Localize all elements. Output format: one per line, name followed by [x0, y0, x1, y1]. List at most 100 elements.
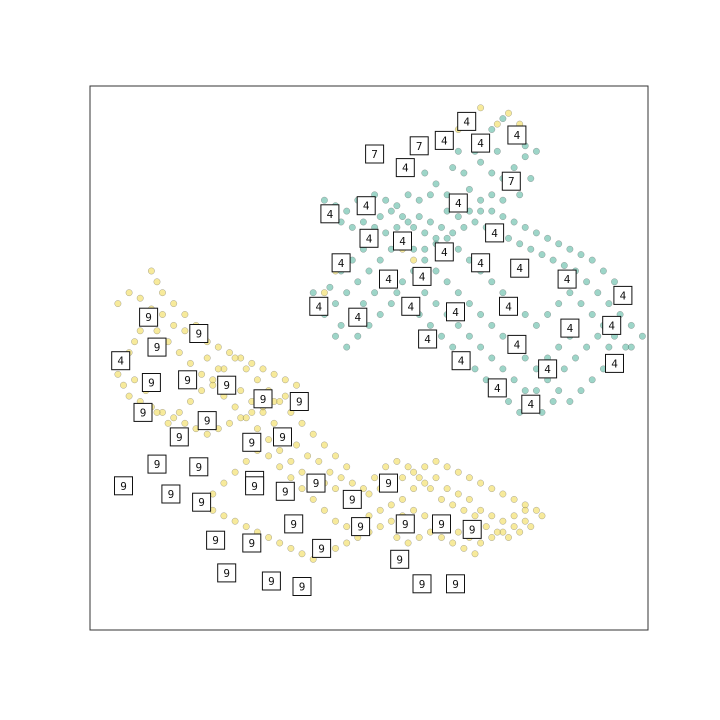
thumbnail-frame — [412, 574, 432, 594]
scatter-point — [638, 332, 646, 340]
scatter-point — [404, 191, 412, 199]
scatter-point — [477, 343, 485, 351]
digit-thumbnail: 4 — [507, 125, 527, 145]
thumbnail-digit: 4 — [354, 311, 361, 324]
scatter-point — [449, 343, 457, 351]
thumbnail-frame — [359, 228, 379, 248]
scatter-point — [499, 490, 507, 498]
scatter-point — [532, 321, 540, 329]
scatter-point — [410, 256, 418, 264]
plot-frame — [89, 85, 649, 631]
scatter-point — [465, 495, 473, 503]
scatter-point — [516, 528, 524, 536]
scatter-point — [505, 398, 512, 405]
scatter-point — [438, 223, 445, 231]
thumbnail-frame — [538, 359, 558, 379]
scatter-point — [231, 468, 239, 476]
digit-thumbnail: 9 — [147, 454, 167, 474]
scatter-point — [521, 153, 529, 161]
thumbnail-digit: 7 — [371, 148, 378, 161]
scatter-point — [404, 539, 412, 547]
digit-thumbnail: 4 — [471, 253, 491, 273]
scatter-point — [399, 495, 406, 503]
scatter-point — [248, 408, 256, 416]
thumbnail-digit: 9 — [279, 431, 286, 444]
thumbnail-digit: 4 — [477, 137, 484, 150]
scatter-point — [226, 349, 233, 357]
thumbnail-digit: 4 — [366, 232, 373, 245]
scatter-point — [521, 223, 529, 231]
scatter-point — [326, 283, 334, 291]
thumbnail-digit: 4 — [608, 319, 615, 332]
thumbnail-digit: 4 — [491, 227, 498, 240]
scatter-point — [170, 414, 178, 422]
scatter-point — [460, 544, 468, 552]
digit-thumbnail: 9 — [242, 432, 262, 452]
scatter-point — [253, 425, 261, 433]
scatter-point — [454, 213, 462, 221]
digit-thumbnail: 4 — [412, 266, 432, 286]
thumbnail-digit: 9 — [248, 436, 255, 449]
scatter-point — [304, 452, 312, 460]
scatter-point — [510, 164, 518, 172]
thumbnail-digit: 4 — [494, 382, 501, 395]
scatter-point — [259, 408, 267, 416]
digit-thumbnail: 9 — [261, 571, 281, 591]
scatter-point — [203, 354, 211, 362]
thumbnail-frame — [217, 375, 237, 395]
thumbnail-digit: 9 — [313, 477, 320, 490]
scatter-point — [220, 512, 228, 520]
digit-thumbnail: 4 — [448, 193, 468, 213]
thumbnail-digit: 9 — [469, 523, 476, 536]
digit-thumbnail: 9 — [289, 392, 309, 411]
scatter-point — [393, 223, 401, 231]
scatter-point — [332, 452, 339, 460]
scatter-point — [426, 485, 434, 493]
digit-thumbnail: 4 — [309, 296, 329, 316]
scatter-point — [493, 120, 501, 128]
scatter-point — [337, 321, 345, 329]
scatter-point — [153, 327, 161, 335]
scatter-point — [337, 474, 345, 482]
scatter-point — [387, 501, 395, 509]
scatter-point — [555, 343, 563, 351]
thumbnail-frame — [432, 514, 451, 534]
thumbnail-digit: 9 — [204, 415, 211, 428]
thumbnail-digit: 9 — [198, 496, 205, 509]
scatter-point — [443, 463, 451, 471]
digit-thumbnail: 4 — [457, 111, 477, 131]
scatter-point — [432, 234, 440, 242]
scatter-point — [186, 359, 194, 367]
scatter-point — [488, 354, 496, 362]
scatter-point — [544, 311, 552, 318]
scatter-point — [488, 278, 496, 286]
digit-thumbnail: 4 — [320, 204, 340, 224]
scatter-point — [259, 365, 267, 373]
digit-thumbnail: 9 — [284, 514, 304, 534]
scatter-point — [181, 311, 189, 318]
scatter-point — [521, 517, 529, 525]
thumbnail-frame — [457, 111, 477, 131]
digit-thumbnail: 7 — [409, 136, 429, 156]
scatter-point — [510, 523, 518, 531]
thumbnail-frame — [395, 514, 415, 534]
scatter-point — [365, 490, 373, 498]
thumbnail-frame — [197, 411, 217, 431]
scatter-point — [186, 398, 194, 405]
scatter-point — [454, 289, 462, 297]
digit-thumbnail: 9 — [379, 473, 398, 493]
digit-thumbnail: 4 — [331, 253, 351, 273]
digit-thumbnail: 7 — [365, 144, 385, 164]
scatter-point — [399, 474, 406, 482]
scatter-point — [387, 207, 395, 215]
thumbnail-frame — [147, 337, 167, 357]
scatter-point — [147, 267, 155, 275]
digit-thumbnail: 4 — [434, 130, 454, 150]
thumbnail-digit: 4 — [441, 134, 448, 147]
scatter-point — [415, 534, 423, 541]
scatter-point — [421, 245, 429, 253]
digit-thumbnail: 9 — [161, 484, 181, 504]
digit-thumbnail: 4 — [507, 334, 527, 354]
scatter-point — [471, 512, 479, 520]
scatter-point — [287, 457, 295, 465]
